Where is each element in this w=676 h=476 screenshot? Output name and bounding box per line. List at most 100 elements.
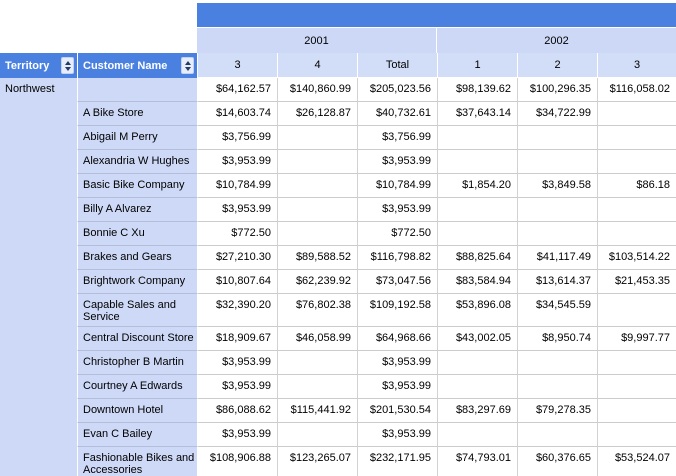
value-cell bbox=[597, 423, 676, 447]
header-band bbox=[197, 3, 676, 28]
territory-cell bbox=[0, 150, 77, 174]
value-cell: $83,297.69 bbox=[437, 399, 517, 423]
territory-cell bbox=[0, 327, 77, 351]
customer-cell: Alexandria W Hughes bbox=[77, 150, 197, 174]
value-cell: $772.50 bbox=[357, 222, 437, 246]
value-cell bbox=[437, 198, 517, 222]
value-cell: $53,524.07 bbox=[597, 447, 676, 476]
value-cell: $3,953.99 bbox=[197, 375, 277, 399]
value-cell: $21,453.35 bbox=[597, 270, 676, 294]
value-cell: $83,584.94 bbox=[437, 270, 517, 294]
sort-desc-icon bbox=[64, 66, 71, 71]
value-cell: $43,002.05 bbox=[437, 327, 517, 351]
sort-updown-icon[interactable] bbox=[181, 57, 194, 74]
table-row: Bonnie C Xu $772.50 $772.50 bbox=[0, 222, 676, 246]
value-cell bbox=[437, 375, 517, 399]
value-cell: $3,953.99 bbox=[197, 423, 277, 447]
value-cell: $3,953.99 bbox=[357, 375, 437, 399]
value-cell: $8,950.74 bbox=[517, 327, 597, 351]
customer-cell bbox=[77, 78, 197, 102]
value-cell bbox=[277, 174, 357, 198]
table-row: Billy A Alvarez $3,953.99 $3,953.99 bbox=[0, 198, 676, 222]
value-cell: $86,088.62 bbox=[197, 399, 277, 423]
customer-cell: Billy A Alvarez bbox=[77, 198, 197, 222]
value-cell: $772.50 bbox=[197, 222, 277, 246]
value-cell: $26,128.87 bbox=[277, 102, 357, 126]
value-cell bbox=[517, 222, 597, 246]
territory-cell bbox=[0, 102, 77, 126]
value-cell bbox=[517, 423, 597, 447]
territory-cell bbox=[0, 126, 77, 150]
report-header-area: 2001 2002 bbox=[0, 0, 676, 53]
column-header-row: Territory Customer Name 3 4 Total 1 2 3 bbox=[0, 53, 676, 78]
territory-cell bbox=[0, 294, 77, 327]
territory-cell: Northwest bbox=[0, 78, 77, 102]
customer-cell: Brightwork Company bbox=[77, 270, 197, 294]
value-cell: $115,441.92 bbox=[277, 399, 357, 423]
sort-asc-icon bbox=[184, 60, 191, 65]
table-row: Capable Sales and Service $32,390.20 $76… bbox=[0, 294, 676, 327]
customer-cell: Abigail M Perry bbox=[77, 126, 197, 150]
value-cell: $103,514.22 bbox=[597, 246, 676, 270]
territory-cell bbox=[0, 270, 77, 294]
column-header-2001-3: 3 bbox=[197, 53, 277, 78]
value-cell: $88,825.64 bbox=[437, 246, 517, 270]
territory-cell bbox=[0, 222, 77, 246]
value-cell: $3,953.99 bbox=[357, 198, 437, 222]
territory-cell bbox=[0, 399, 77, 423]
sort-asc-icon bbox=[64, 60, 71, 65]
sort-desc-icon bbox=[184, 66, 191, 71]
value-cell bbox=[517, 351, 597, 375]
value-cell: $10,784.99 bbox=[357, 174, 437, 198]
value-cell: $3,953.99 bbox=[357, 351, 437, 375]
customer-name-header-label: Customer Name bbox=[83, 59, 168, 72]
value-cell: $3,953.99 bbox=[197, 150, 277, 174]
customer-cell: Brakes and Gears bbox=[77, 246, 197, 270]
table-row: Downtown Hotel $86,088.62 $115,441.92 $2… bbox=[0, 399, 676, 423]
value-cell: $205,023.56 bbox=[357, 78, 437, 102]
value-cell bbox=[277, 150, 357, 174]
value-cell bbox=[277, 351, 357, 375]
territory-cell bbox=[0, 351, 77, 375]
value-cell: $60,376.65 bbox=[517, 447, 597, 476]
value-cell bbox=[517, 198, 597, 222]
column-header-2002-3: 3 bbox=[597, 53, 676, 78]
value-cell bbox=[277, 222, 357, 246]
value-cell bbox=[437, 423, 517, 447]
table-row: Evan C Bailey $3,953.99 $3,953.99 bbox=[0, 423, 676, 447]
value-cell: $116,058.02 bbox=[597, 78, 676, 102]
value-cell: $46,058.99 bbox=[277, 327, 357, 351]
corner-spacer bbox=[0, 0, 197, 53]
table-row: Central Discount Store $18,909.67 $46,05… bbox=[0, 327, 676, 351]
customer-name-header: Customer Name bbox=[77, 53, 197, 78]
customer-cell: Basic Bike Company bbox=[77, 174, 197, 198]
customer-cell: Central Discount Store bbox=[77, 327, 197, 351]
customer-cell: Courtney A Edwards bbox=[77, 375, 197, 399]
value-cell bbox=[277, 423, 357, 447]
table-row: Brightwork Company $10,807.64 $62,239.92… bbox=[0, 270, 676, 294]
value-cell bbox=[277, 126, 357, 150]
value-cell bbox=[597, 222, 676, 246]
territory-cell bbox=[0, 423, 77, 447]
value-cell bbox=[517, 375, 597, 399]
table-row: Courtney A Edwards $3,953.99 $3,953.99 bbox=[0, 375, 676, 399]
table-row: Abigail M Perry $3,756.99 $3,756.99 bbox=[0, 126, 676, 150]
value-cell bbox=[597, 294, 676, 327]
value-cell: $13,614.37 bbox=[517, 270, 597, 294]
value-cell: $34,545.59 bbox=[517, 294, 597, 327]
value-cell: $3,953.99 bbox=[357, 150, 437, 174]
year-group-2002: 2002 bbox=[437, 28, 676, 53]
table-row: Northwest $64,162.57 $140,860.99 $205,02… bbox=[0, 78, 676, 102]
top-gap bbox=[197, 0, 676, 3]
value-cell: $3,849.58 bbox=[517, 174, 597, 198]
value-cell: $116,798.82 bbox=[357, 246, 437, 270]
value-cell: $3,953.99 bbox=[197, 351, 277, 375]
value-cell: $1,854.20 bbox=[437, 174, 517, 198]
value-cell bbox=[437, 150, 517, 174]
value-cell: $14,603.74 bbox=[197, 102, 277, 126]
sort-updown-icon[interactable] bbox=[61, 57, 74, 74]
value-cell: $34,722.99 bbox=[517, 102, 597, 126]
territory-cell bbox=[0, 375, 77, 399]
value-cell bbox=[597, 399, 676, 423]
